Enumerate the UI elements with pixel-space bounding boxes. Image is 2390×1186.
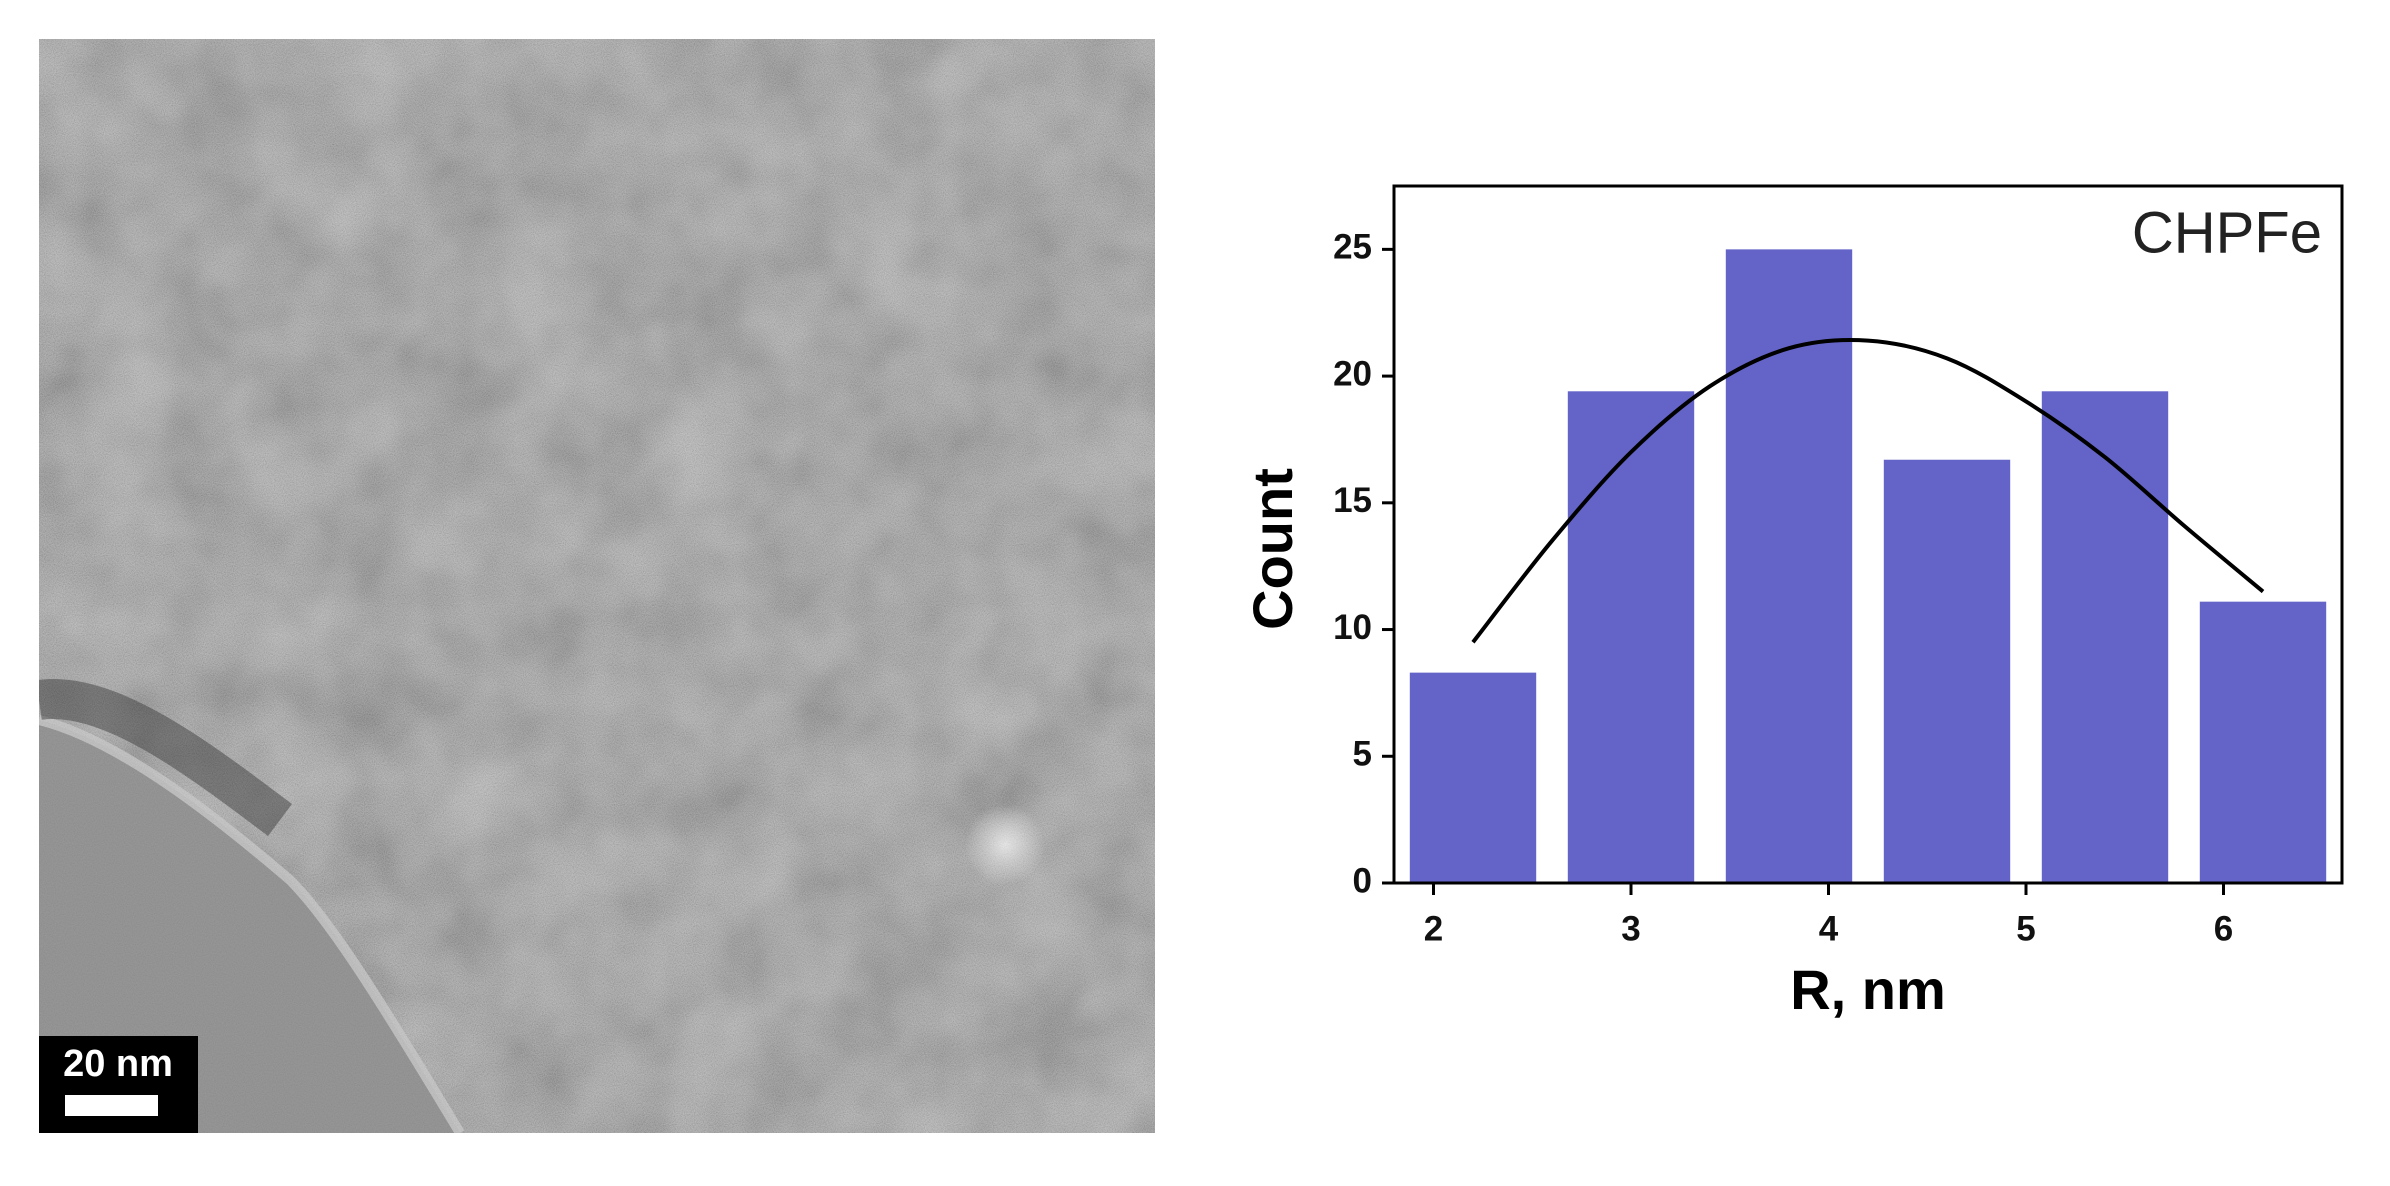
y-tick-label: 15 — [1333, 481, 1372, 520]
plot-frame — [1392, 184, 2344, 885]
fit-curve — [1471, 338, 2265, 644]
scale-bar-label: 20 nm — [63, 1043, 173, 1085]
bar — [2199, 601, 2327, 883]
bar — [1725, 249, 1853, 883]
y-tick-label: 20 — [1333, 354, 1372, 393]
x-axis-label: R, nm — [1790, 958, 1946, 1021]
x-tick-label: 3 — [1621, 909, 1640, 948]
histogram-chart: 0 5 10 15 20 25 2 3 4 5 6 R, nm Count CHPFe — [1241, 184, 2344, 1021]
tem-image — [39, 39, 1155, 1133]
y-tick-label: 5 — [1353, 735, 1372, 774]
y-tick-label: 0 — [1353, 861, 1372, 900]
scale-bar — [65, 1095, 158, 1116]
bar — [1409, 672, 1537, 883]
x-tick-label: 4 — [1819, 909, 1839, 948]
bar — [2041, 391, 2169, 883]
annotation: CHPFe — [2132, 200, 2322, 265]
bar — [1567, 391, 1695, 883]
x-tick-label: 2 — [1424, 909, 1443, 948]
y-axis-label: Count — [1241, 468, 1304, 630]
y-tick-label: 25 — [1333, 228, 1372, 267]
x-tick-label: 5 — [2016, 909, 2035, 948]
scale-bar-box — [39, 1036, 198, 1133]
y-tick-label: 10 — [1333, 608, 1372, 647]
x-tick-label: 6 — [2214, 909, 2233, 948]
bar — [1883, 459, 2011, 883]
